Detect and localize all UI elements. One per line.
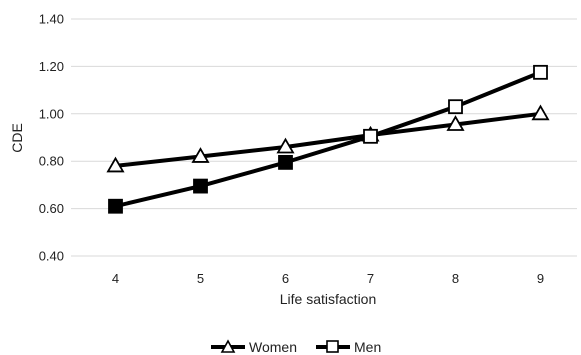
series-lines — [115, 70, 542, 209]
data-point-men — [108, 198, 123, 214]
y-axis-ticks: 0.40 0.60 0.80 1.00 1.20 1.40 — [39, 12, 64, 264]
legend-marker-men — [326, 340, 339, 353]
x-tick-label: 6 — [282, 271, 289, 286]
legend-label-men: Men — [354, 339, 381, 355]
y-tick-label: 1.00 — [39, 106, 64, 121]
data-point-women — [276, 137, 295, 154]
series-markers — [106, 64, 550, 214]
x-tick-label: 7 — [367, 271, 374, 286]
y-tick-label: 0.40 — [39, 249, 64, 264]
y-tick-label: 0.60 — [39, 201, 64, 216]
y-axis-title: CDE — [9, 123, 25, 153]
y-tick-label: 0.80 — [39, 154, 64, 169]
data-point-men — [533, 64, 548, 80]
series-line-men — [115, 70, 542, 209]
legend: Women Men — [211, 339, 381, 355]
series-line-women — [115, 111, 541, 168]
x-tick-label: 4 — [112, 271, 119, 286]
gridlines — [71, 18, 577, 257]
y-tick-label: 1.20 — [39, 59, 64, 74]
x-tick-label: 5 — [197, 271, 204, 286]
data-point-men — [363, 128, 378, 144]
legend-item-men: Men — [316, 339, 381, 355]
legend-label-women: Women — [249, 339, 297, 355]
data-point-women — [531, 104, 550, 121]
legend-item-women: Women — [211, 339, 297, 355]
data-point-men — [448, 99, 463, 115]
x-tick-label: 8 — [452, 271, 459, 286]
data-point-women — [191, 147, 210, 163]
x-tick-label: 9 — [537, 271, 544, 286]
x-axis-title: Life satisfaction — [280, 291, 377, 307]
data-point-women — [446, 115, 465, 131]
data-point-men — [278, 154, 293, 170]
legend-marker-women — [220, 339, 236, 353]
x-axis-ticks: 4 5 6 7 8 9 — [112, 271, 544, 286]
data-point-men — [193, 178, 208, 194]
y-tick-label: 1.40 — [39, 12, 64, 27]
data-point-women — [106, 156, 125, 173]
